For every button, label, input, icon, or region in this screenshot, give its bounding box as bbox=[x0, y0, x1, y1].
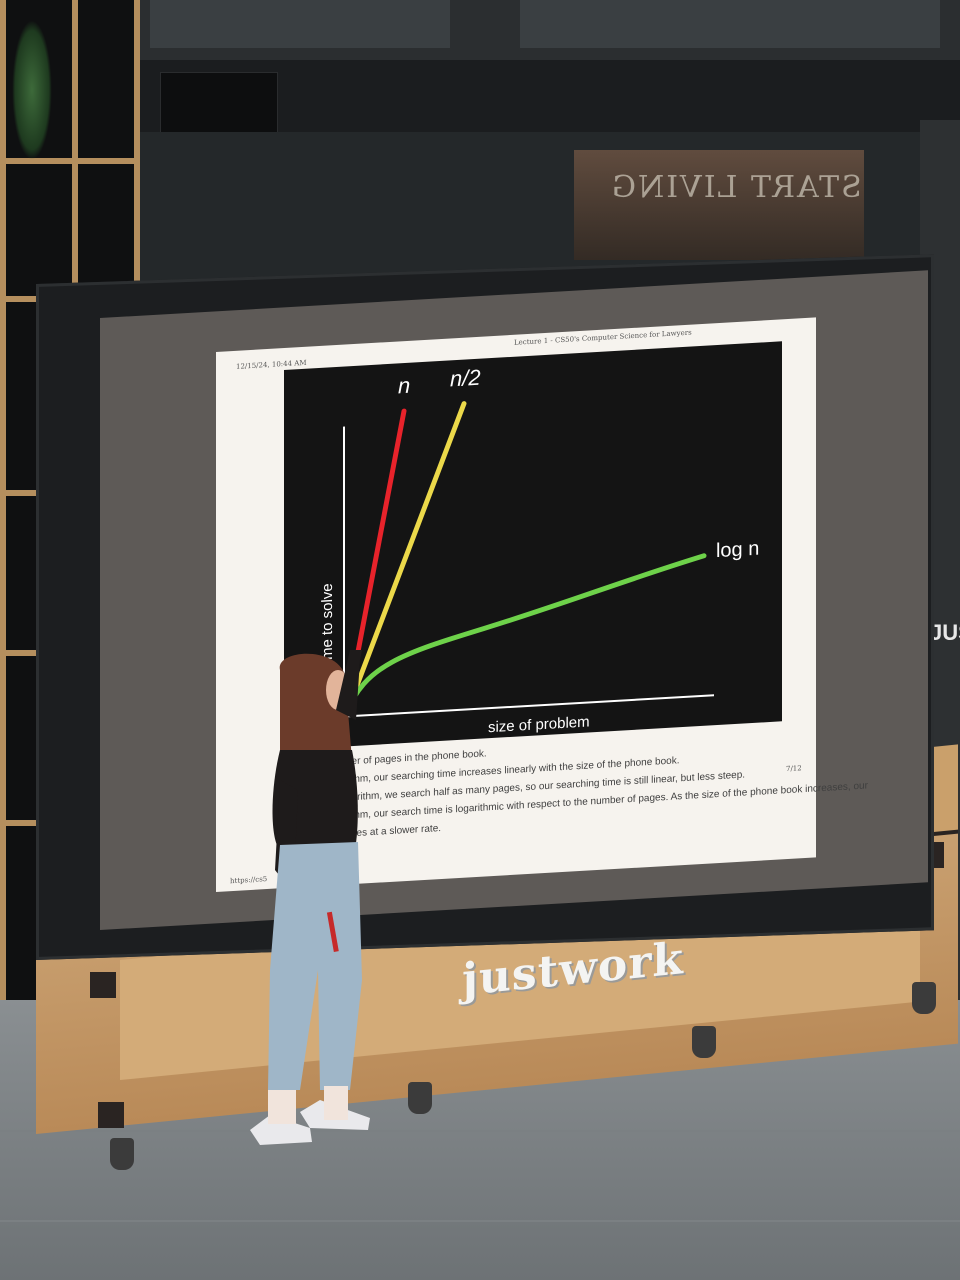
chart-panel: n n/2 log n size of problem time to solv… bbox=[284, 341, 782, 750]
series-label-n: n bbox=[398, 373, 410, 399]
series-line-log-n bbox=[343, 553, 707, 717]
presenter-jeans bbox=[268, 842, 362, 1090]
complexity-chart: n n/2 log n size of problem time to solv… bbox=[319, 365, 759, 737]
floor-tile-line bbox=[0, 1130, 960, 1132]
x-axis-label: size of problem bbox=[488, 713, 590, 736]
y-axis-label: time to solve bbox=[319, 583, 336, 668]
presenter bbox=[250, 650, 370, 1145]
caster-wheel bbox=[110, 1138, 134, 1170]
caster-wheel bbox=[408, 1082, 432, 1114]
presenter-raised-arm bbox=[336, 650, 362, 720]
presenter-leg bbox=[268, 1090, 296, 1124]
back-room-lights bbox=[574, 150, 864, 260]
page-number: 7/12 bbox=[786, 764, 802, 774]
plant bbox=[12, 20, 52, 160]
x-axis bbox=[344, 694, 714, 718]
presenter-lower-arm bbox=[275, 780, 340, 940]
column-sign-text: JUST bbox=[930, 620, 960, 645]
caster-wheel bbox=[692, 1026, 716, 1058]
stage-corner-bracket bbox=[98, 1102, 124, 1128]
series-label-n-half: n/2 bbox=[450, 365, 481, 392]
presenter-leg bbox=[324, 1086, 348, 1120]
caster-wheel bbox=[912, 982, 936, 1014]
stage-corner-bracket bbox=[90, 972, 116, 998]
wall-speaker bbox=[160, 72, 278, 138]
presenter-marker bbox=[326, 911, 339, 953]
glass-sign-text: START LIVING bbox=[610, 170, 862, 205]
upper-window bbox=[140, 0, 960, 60]
series-label-log-n: log n bbox=[716, 538, 759, 562]
floor-tile-line bbox=[0, 1220, 960, 1222]
series-line-n-half bbox=[343, 401, 467, 717]
presenter-shoe bbox=[250, 1115, 312, 1145]
